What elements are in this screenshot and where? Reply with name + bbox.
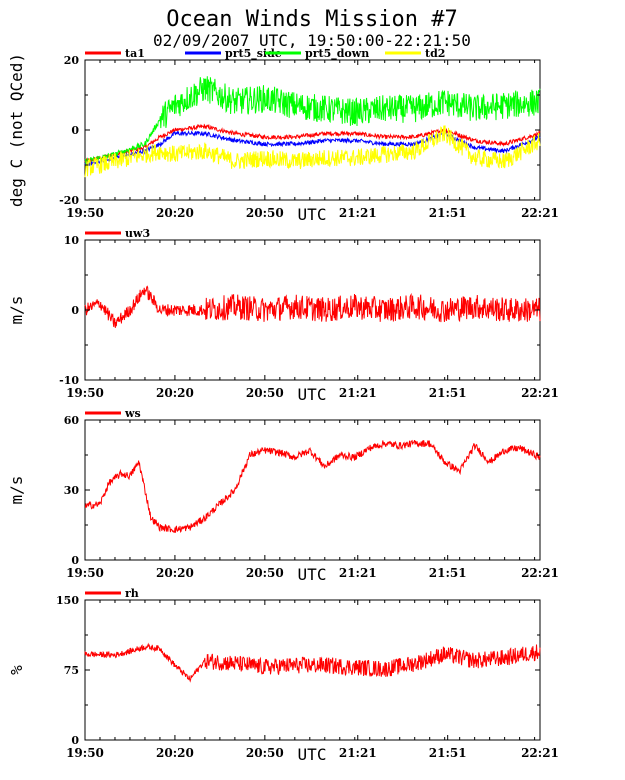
- series-line-prt5_down: [84, 76, 541, 166]
- series-line-rh: [84, 642, 541, 683]
- y-axis-label: %: [7, 665, 26, 675]
- series-line-prt5_side: [84, 130, 541, 167]
- x-tick-label: 21:51: [429, 566, 467, 580]
- y-tick-label: 0: [71, 304, 79, 317]
- legend-label-prt5_side: prt5_side: [225, 47, 282, 61]
- y-tick-label: 60: [64, 414, 80, 427]
- series-line-td2: [84, 125, 541, 178]
- x-tick-label: 20:20: [156, 206, 194, 220]
- x-tick-label: 21:21: [339, 206, 377, 220]
- x-axis-label: UTC: [298, 745, 327, 764]
- x-tick-label: 21:51: [429, 386, 467, 400]
- x-tick-label: 20:50: [246, 746, 284, 760]
- x-axis-label: UTC: [298, 385, 327, 404]
- chart-panel-3: ws 60 30 019:50 20:20 20:50 21:21 21:51 22:21 UTC…: [7, 407, 559, 584]
- y-tick-label: 20: [64, 54, 80, 67]
- chart-panel-4: rh 150 75 019:50 20:20 20:50 21:21 21:51 22:21 UT…: [7, 587, 559, 764]
- y-tick-label: 0: [71, 124, 79, 137]
- x-tick-label: 22:21: [521, 566, 559, 580]
- y-axis-label: m/s: [7, 296, 26, 325]
- chart-title: Ocean Winds Mission #7: [166, 7, 457, 32]
- x-tick-label: 22:21: [521, 386, 559, 400]
- plot-frame: [84, 419, 541, 561]
- y-tick-label: 75: [64, 664, 79, 677]
- x-tick-label: 21:21: [339, 386, 377, 400]
- y-tick-label: 150: [56, 594, 79, 607]
- series-line-ws: [85, 439, 541, 534]
- x-tick-label: 21:51: [429, 206, 467, 220]
- y-tick-label: 0: [71, 734, 79, 747]
- x-tick-label: 19:50: [66, 566, 104, 580]
- x-tick-label: 20:50: [246, 206, 284, 220]
- legend-label-rh: rh: [125, 587, 139, 600]
- chart-subtitle: 02/09/2007 UTC, 19:50:00-22:21:50: [153, 31, 471, 50]
- x-tick-label: 22:21: [521, 746, 559, 760]
- plot-frame: [84, 599, 541, 741]
- y-tick-label: 0: [71, 554, 79, 567]
- legend-label-td2: td2: [425, 47, 445, 60]
- legend-label-ta1: ta1: [125, 47, 145, 60]
- x-tick-label: 21:21: [339, 746, 377, 760]
- y-tick-label: 10: [64, 234, 80, 247]
- series-line-uw3: [84, 285, 541, 328]
- y-tick-label: 30: [64, 484, 80, 497]
- x-tick-label: 20:20: [156, 746, 194, 760]
- legend-label-prt5_down: prt5_down: [305, 47, 369, 61]
- x-tick-label: 20:20: [156, 566, 194, 580]
- series-line-ta1: [84, 123, 541, 164]
- y-axis-label: deg C (not QCed): [7, 53, 26, 207]
- legend-label-ws: ws: [124, 407, 141, 420]
- x-tick-label: 21:51: [429, 746, 467, 760]
- y-tick-label: -10: [59, 374, 79, 387]
- x-axis-label: UTC: [298, 565, 327, 584]
- x-tick-label: 21:21: [339, 566, 377, 580]
- x-axis-label: UTC: [298, 205, 327, 224]
- x-tick-label: 20:20: [156, 386, 194, 400]
- x-tick-label: 20:50: [246, 386, 284, 400]
- x-tick-label: 19:50: [66, 746, 104, 760]
- x-tick-label: 19:50: [66, 386, 104, 400]
- x-tick-label: 19:50: [66, 206, 104, 220]
- y-tick-label: -20: [59, 194, 79, 207]
- y-axis-label: m/s: [7, 476, 26, 505]
- x-tick-label: 20:50: [246, 566, 284, 580]
- legend-label-uw3: uw3: [125, 227, 150, 240]
- x-tick-label: 22:21: [521, 206, 559, 220]
